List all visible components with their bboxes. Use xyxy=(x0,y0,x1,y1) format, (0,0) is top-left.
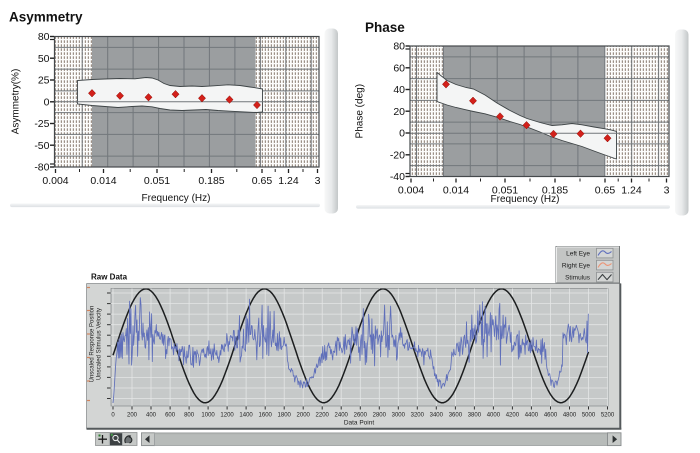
svg-text:Raw Data: Raw Data xyxy=(91,273,128,282)
svg-text:4600: 4600 xyxy=(544,413,558,419)
svg-text:Right Eye: Right Eye xyxy=(562,263,591,270)
svg-text:0.185: 0.185 xyxy=(198,175,224,187)
svg-text:Left Eye: Left Eye xyxy=(566,251,590,258)
svg-text:4200: 4200 xyxy=(506,413,520,419)
svg-text:400: 400 xyxy=(146,413,157,419)
svg-text:0.65: 0.65 xyxy=(252,175,273,187)
svg-text:0.65: 0.65 xyxy=(595,185,616,197)
svg-text:2400: 2400 xyxy=(335,413,349,419)
svg-text:0.014: 0.014 xyxy=(90,175,116,187)
svg-text:200: 200 xyxy=(127,413,138,419)
svg-text:20: 20 xyxy=(393,106,405,118)
svg-text:1400: 1400 xyxy=(239,413,253,419)
svg-text:Unscaled Stimulus Velocity: Unscaled Stimulus Velocity xyxy=(97,308,103,380)
svg-text:0: 0 xyxy=(399,128,405,140)
svg-text:0.014: 0.014 xyxy=(443,185,469,197)
svg-text:Asymmetry: Asymmetry xyxy=(9,10,83,25)
svg-text:0.051: 0.051 xyxy=(144,175,170,187)
svg-text:-20: -20 xyxy=(390,149,405,161)
svg-text:2800: 2800 xyxy=(373,413,387,419)
svg-text:-25: -25 xyxy=(34,118,49,130)
svg-text:-40: -40 xyxy=(390,171,405,183)
svg-text:0: 0 xyxy=(44,96,50,108)
svg-text:4000: 4000 xyxy=(487,413,501,419)
svg-text:1200: 1200 xyxy=(220,413,234,419)
svg-text:40: 40 xyxy=(393,84,405,96)
svg-text:5200: 5200 xyxy=(601,413,615,419)
svg-text:-50: -50 xyxy=(34,140,49,152)
svg-text:Phase: Phase xyxy=(365,20,405,35)
svg-text:3200: 3200 xyxy=(411,413,425,419)
svg-text:800: 800 xyxy=(184,413,195,419)
svg-text:1600: 1600 xyxy=(259,413,273,419)
svg-text:0.004: 0.004 xyxy=(398,185,424,197)
svg-text:0.185: 0.185 xyxy=(542,185,568,197)
svg-text:3400: 3400 xyxy=(430,413,444,419)
svg-text:1000: 1000 xyxy=(201,413,215,419)
svg-text:4800: 4800 xyxy=(563,413,577,419)
svg-text:2600: 2600 xyxy=(354,413,368,419)
svg-text:4400: 4400 xyxy=(525,413,539,419)
svg-text:1800: 1800 xyxy=(278,413,292,419)
svg-text:3: 3 xyxy=(664,185,670,197)
svg-text:Frequency (Hz): Frequency (Hz) xyxy=(491,194,560,205)
svg-text:Stimulus: Stimulus xyxy=(565,275,591,282)
svg-text:-80: -80 xyxy=(34,162,49,174)
svg-text:Phase (deg): Phase (deg) xyxy=(355,84,366,138)
svg-text:3800: 3800 xyxy=(468,413,482,419)
svg-text:25: 25 xyxy=(38,75,50,87)
svg-text:50: 50 xyxy=(38,53,50,65)
svg-text:3000: 3000 xyxy=(392,413,406,419)
svg-text:1.24: 1.24 xyxy=(278,175,299,187)
svg-text:3: 3 xyxy=(315,175,321,187)
svg-text:5000: 5000 xyxy=(582,413,596,419)
svg-text:80: 80 xyxy=(38,31,50,43)
svg-text:60: 60 xyxy=(393,62,405,74)
svg-text:600: 600 xyxy=(165,413,176,419)
svg-text:2000: 2000 xyxy=(297,413,311,419)
svg-text:Unscaled Response Position: Unscaled Response Position xyxy=(90,306,96,383)
svg-text:1.24: 1.24 xyxy=(621,185,642,197)
svg-text:Data Point: Data Point xyxy=(344,420,375,427)
svg-text:Frequency (Hz): Frequency (Hz) xyxy=(142,193,211,204)
svg-text:Asymmetry(%): Asymmetry(%) xyxy=(11,69,22,135)
svg-text:80: 80 xyxy=(393,41,405,53)
svg-text:3600: 3600 xyxy=(449,413,463,419)
svg-text:0.004: 0.004 xyxy=(42,175,68,187)
svg-text:0.051: 0.051 xyxy=(492,185,518,197)
svg-text:2200: 2200 xyxy=(316,413,330,419)
svg-text:0: 0 xyxy=(111,413,115,419)
